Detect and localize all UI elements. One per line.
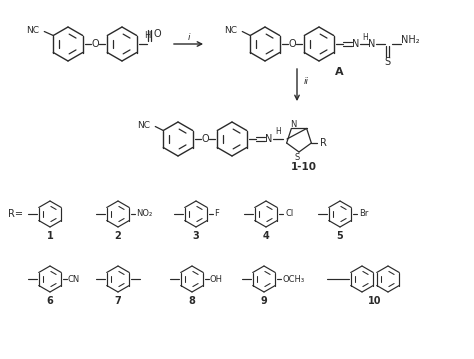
Text: 1: 1 [46,231,54,241]
Text: H: H [362,33,368,42]
Text: O: O [91,39,99,49]
Text: 1-10: 1-10 [291,162,317,172]
Text: 6: 6 [46,296,54,306]
Text: H: H [275,127,281,136]
Text: N: N [368,39,376,49]
Text: O: O [153,29,161,39]
Text: N: N [265,134,273,144]
Text: OH: OH [209,275,222,284]
Text: ii: ii [304,76,309,85]
Text: 5: 5 [337,231,343,241]
Text: 9: 9 [261,296,267,306]
Text: 3: 3 [192,231,200,241]
Text: O: O [288,39,296,49]
Text: 10: 10 [368,296,382,306]
Text: 7: 7 [115,296,121,306]
Text: Br: Br [359,210,368,219]
Text: NO₂: NO₂ [136,210,153,219]
Text: O: O [201,134,209,144]
Text: Cl: Cl [285,210,294,219]
Text: NC: NC [224,26,237,35]
Text: 8: 8 [189,296,195,306]
Text: 2: 2 [115,231,121,241]
Text: S: S [384,57,390,67]
Text: A: A [335,67,343,77]
Text: S: S [294,153,300,162]
Text: N: N [290,120,297,129]
Text: NC: NC [137,121,150,130]
Text: 4: 4 [263,231,269,241]
Text: H: H [144,32,150,41]
Text: NH₂: NH₂ [401,35,419,45]
Text: i: i [187,33,190,42]
Text: NC: NC [26,26,39,35]
Text: R=: R= [8,209,23,219]
Text: OCH₃: OCH₃ [282,275,304,284]
Text: F: F [214,210,219,219]
Text: R: R [320,138,327,148]
Text: N: N [352,39,360,49]
Text: CN: CN [67,275,80,284]
